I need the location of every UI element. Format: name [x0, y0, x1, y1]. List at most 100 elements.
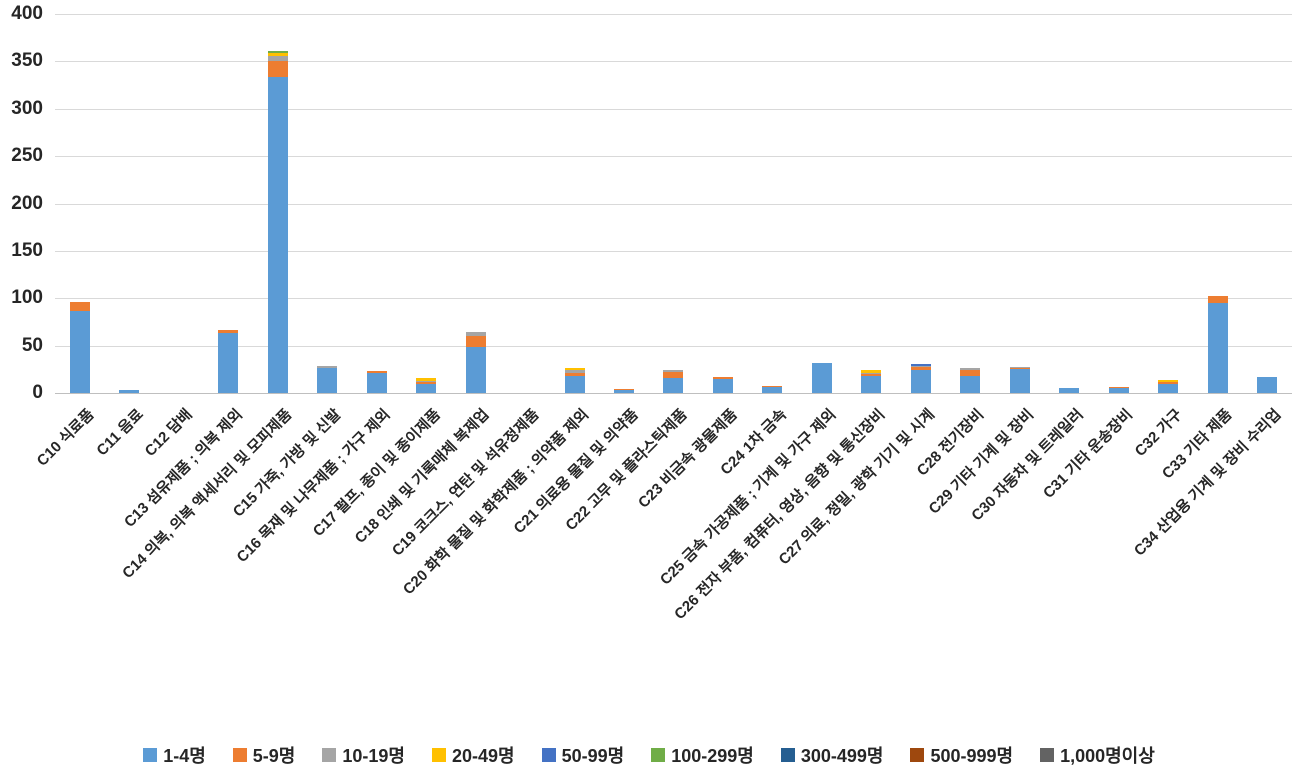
stacked-bar-C34 — [1257, 376, 1278, 393]
stacked-bar-C27 — [910, 363, 931, 393]
stacked-bar-C31 — [1108, 387, 1129, 393]
legend-item-300-499명: 300-499명 — [780, 742, 884, 768]
legend-swatch-icon — [910, 748, 925, 762]
bar-segment-5-9명 — [910, 367, 931, 371]
plot-area — [55, 14, 1292, 394]
bar-slot — [946, 368, 995, 393]
legend-label: 5-9명 — [252, 746, 296, 766]
bar-slot — [253, 51, 302, 393]
bar-segment-5-9명 — [465, 336, 486, 347]
stacked-bar-C20 — [564, 368, 585, 393]
bar-segment-20-49명 — [564, 368, 585, 371]
stacked-bar-C15 — [317, 366, 338, 393]
bar-slot — [698, 376, 747, 393]
bar-segment-50-99명 — [910, 363, 931, 366]
bar-segment-10-19명 — [960, 368, 981, 371]
gridline-250 — [55, 156, 1292, 158]
legend-item-5-9명: 5-9명 — [232, 742, 296, 768]
bar-segment-20-49명 — [1158, 379, 1179, 382]
gridline-150 — [55, 250, 1292, 252]
bar-slot — [896, 363, 945, 393]
bar-segment-1-4명 — [1207, 303, 1228, 393]
stacked-bar-C14 — [267, 51, 288, 393]
stacked-bar-C18 — [465, 332, 486, 393]
bar-segment-10-19명 — [564, 370, 585, 374]
bar-segment-1-4명 — [1108, 388, 1129, 393]
bar-segment-5-9명 — [960, 370, 981, 376]
bar-segment-1-4명 — [267, 76, 288, 393]
bar-slot — [797, 362, 846, 393]
bar-slot — [599, 389, 648, 393]
stacked-bar-C23 — [712, 376, 733, 393]
stacked-bar-C26 — [861, 370, 882, 393]
bar-segment-1-4명 — [1257, 376, 1278, 393]
stacked-bar-C29 — [1009, 367, 1030, 393]
bar-segment-1-4명 — [416, 383, 437, 393]
stacked-bar-C25 — [811, 362, 832, 393]
gridline-400 — [55, 14, 1292, 15]
legend-swatch-icon — [143, 748, 158, 762]
bar-slot — [451, 332, 500, 393]
bar-segment-1-4명 — [811, 362, 832, 393]
bar-segment-1-4명 — [1059, 388, 1080, 393]
stacked-bar-C21 — [614, 389, 634, 393]
bar-segment-100-299명 — [267, 51, 288, 53]
bar-segment-1-4명 — [564, 375, 585, 393]
bar-segment-5-9명 — [663, 372, 684, 378]
legend-item-20-49명: 20-49명 — [431, 742, 515, 768]
bar-segment-1-4명 — [119, 390, 140, 393]
bar-slot — [1045, 388, 1094, 393]
bar-segment-1-4명 — [69, 310, 90, 393]
stacked-bar-C11 — [119, 390, 140, 393]
bar-slot — [302, 366, 351, 393]
legend-item-10-19명: 10-19명 — [322, 742, 405, 768]
bar-segment-10-19명 — [416, 380, 437, 382]
bar-segment-5-9명 — [366, 371, 387, 374]
bar-segment-20-49명 — [416, 377, 437, 381]
bar-segment-5-9명 — [762, 386, 783, 388]
bar-segment-1-4명 — [317, 368, 338, 393]
legend-label: 1,000명이상 — [1060, 746, 1155, 766]
bar-slot — [1193, 296, 1242, 393]
bar-segment-1-4명 — [614, 390, 634, 393]
gridline-50 — [55, 345, 1292, 347]
stacked-bar-C22 — [663, 370, 684, 393]
gridline-300 — [55, 108, 1292, 110]
gridline-0 — [55, 393, 1292, 394]
legend-label: 1-4명 — [163, 746, 206, 766]
y-tick-label: 0 — [32, 382, 43, 403]
bar-slot — [55, 302, 104, 393]
legend-swatch-icon — [232, 748, 247, 762]
bar-segment-1-4명 — [910, 370, 931, 393]
legend-item-500-999명: 500-999명 — [910, 742, 1013, 768]
bar-segment-5-9명 — [564, 373, 585, 376]
gridline-200 — [55, 203, 1292, 205]
stacked-bar-C10 — [69, 302, 90, 393]
bar-slot — [401, 377, 450, 393]
x-tick-label: C10 식료품 — [33, 405, 98, 470]
legend-swatch-icon — [541, 748, 556, 762]
legend: 1-4명 5-9명 10-19명 20-49명 50-99명 100-299명 300-49… — [0, 742, 1298, 768]
legend-label: 100-299명 — [671, 746, 754, 766]
bar-segment-5-9명 — [1108, 387, 1129, 389]
legend-label: 300-499명 — [800, 746, 884, 766]
stacked-bar-C33 — [1207, 296, 1228, 393]
legend-swatch-icon — [780, 748, 795, 762]
stacked-bar-C16 — [366, 371, 387, 393]
bar-segment-5-9명 — [1009, 368, 1030, 370]
bar-segment-1-4명 — [366, 373, 387, 393]
bar-segment-1-4명 — [960, 375, 981, 393]
bar-segment-10-19명 — [861, 373, 882, 375]
legend-label: 10-19명 — [342, 746, 405, 766]
bar-segment-5-9명 — [1158, 381, 1179, 384]
bar-segment-1-4명 — [762, 387, 783, 393]
bar-segment-5-9명 — [861, 374, 882, 376]
y-tick-label: 350 — [11, 50, 43, 72]
y-tick-label: 400 — [11, 3, 43, 24]
legend-swatch-icon — [431, 748, 446, 762]
y-tick-label: 50 — [21, 334, 43, 356]
legend-item-1-4명: 1-4명 — [143, 742, 206, 768]
bar-slot — [1144, 379, 1193, 393]
x-tick-label: C11 음료 — [93, 405, 147, 460]
